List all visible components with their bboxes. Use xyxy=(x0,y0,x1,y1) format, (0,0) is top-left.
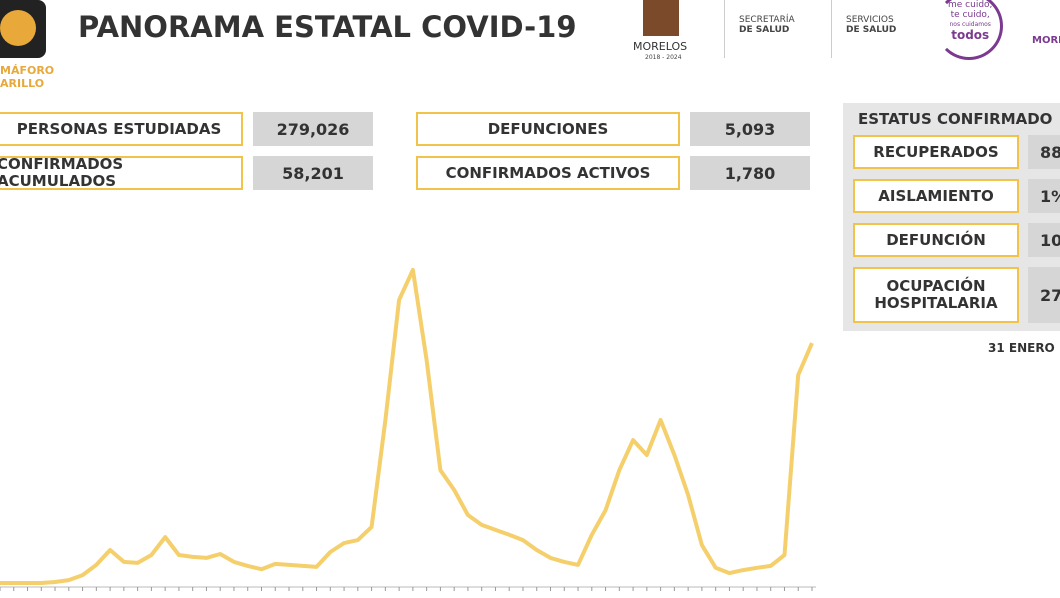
slogan-line: te cuido, xyxy=(950,10,990,20)
slogan-line: nos cuidamos xyxy=(949,21,991,28)
divider xyxy=(831,0,832,58)
indicator-value: 1,780 xyxy=(690,156,810,190)
status-value: 27 xyxy=(1028,267,1060,323)
indicator-value: 5,093 xyxy=(690,112,810,146)
logo-line: DE SALUD xyxy=(846,25,897,35)
logo-text: SECRETARÍA DE SALUD xyxy=(739,15,795,35)
status-label: AISLAMIENTO xyxy=(853,179,1019,213)
status-value: 10 xyxy=(1028,223,1060,257)
semaforo-icon xyxy=(0,0,46,58)
status-label: RECUPERADOS xyxy=(853,135,1019,169)
status-label: OCUPACIÓN HOSPITALARIA xyxy=(853,267,1019,323)
semaforo-line: ARILLO xyxy=(0,77,45,90)
indicator-label: CONFIRMADOS ACUMULADOS xyxy=(0,156,243,190)
indicator-value: 58,201 xyxy=(253,156,373,190)
semaforo: MÁFORO ARILLO xyxy=(0,64,54,90)
logo-line: SERVICIOS xyxy=(846,15,894,25)
status-value: 1% xyxy=(1028,179,1060,213)
slogan: me cuido, te cuido, nos cuidamos todos xyxy=(948,0,993,42)
status-label: DEFUNCIÓN xyxy=(853,223,1019,257)
logo-text: SERVICIOS DE SALUD xyxy=(846,15,896,35)
divider xyxy=(724,0,725,58)
indicator-label: PERSONAS ESTUDIADAS xyxy=(0,112,243,146)
slogan-ring xyxy=(935,0,1003,60)
status-label-line: RECUPERADOS xyxy=(873,142,999,161)
title: PANORAMA ESTATAL COVID-19 xyxy=(78,10,577,44)
status-label-line: OCUPACIÓN xyxy=(886,277,986,295)
logo-text: MORELOS xyxy=(633,40,688,53)
indicator-label: CONFIRMADOS ACTIVOS xyxy=(416,156,680,190)
status-label-line: DEFUNCIÓN xyxy=(886,230,986,249)
indicator-label: DEFUNCIONES xyxy=(416,112,680,146)
logo-line: SECRETARÍA xyxy=(739,15,795,25)
chart xyxy=(0,267,816,591)
logo-text: 2018 - 2024 xyxy=(645,54,682,61)
status-label-line: AISLAMIENTO xyxy=(878,186,994,205)
line-series xyxy=(0,267,814,585)
logo-line: DE SALUD xyxy=(739,25,790,35)
indicator-value: 279,026 xyxy=(253,112,373,146)
logo-text: MORE xyxy=(1032,35,1060,46)
date: 31 ENERO xyxy=(988,341,1055,355)
slogan-line: todos xyxy=(951,28,990,42)
semaforo-line: MÁFORO xyxy=(0,64,55,77)
status-label-line: HOSPITALARIA xyxy=(874,294,998,312)
status-title: ESTATUS CONFIRMADO xyxy=(858,110,1053,128)
state-shield xyxy=(643,0,679,36)
slogan-line: me cuido, xyxy=(948,0,993,10)
status-value: 88 xyxy=(1028,135,1060,169)
